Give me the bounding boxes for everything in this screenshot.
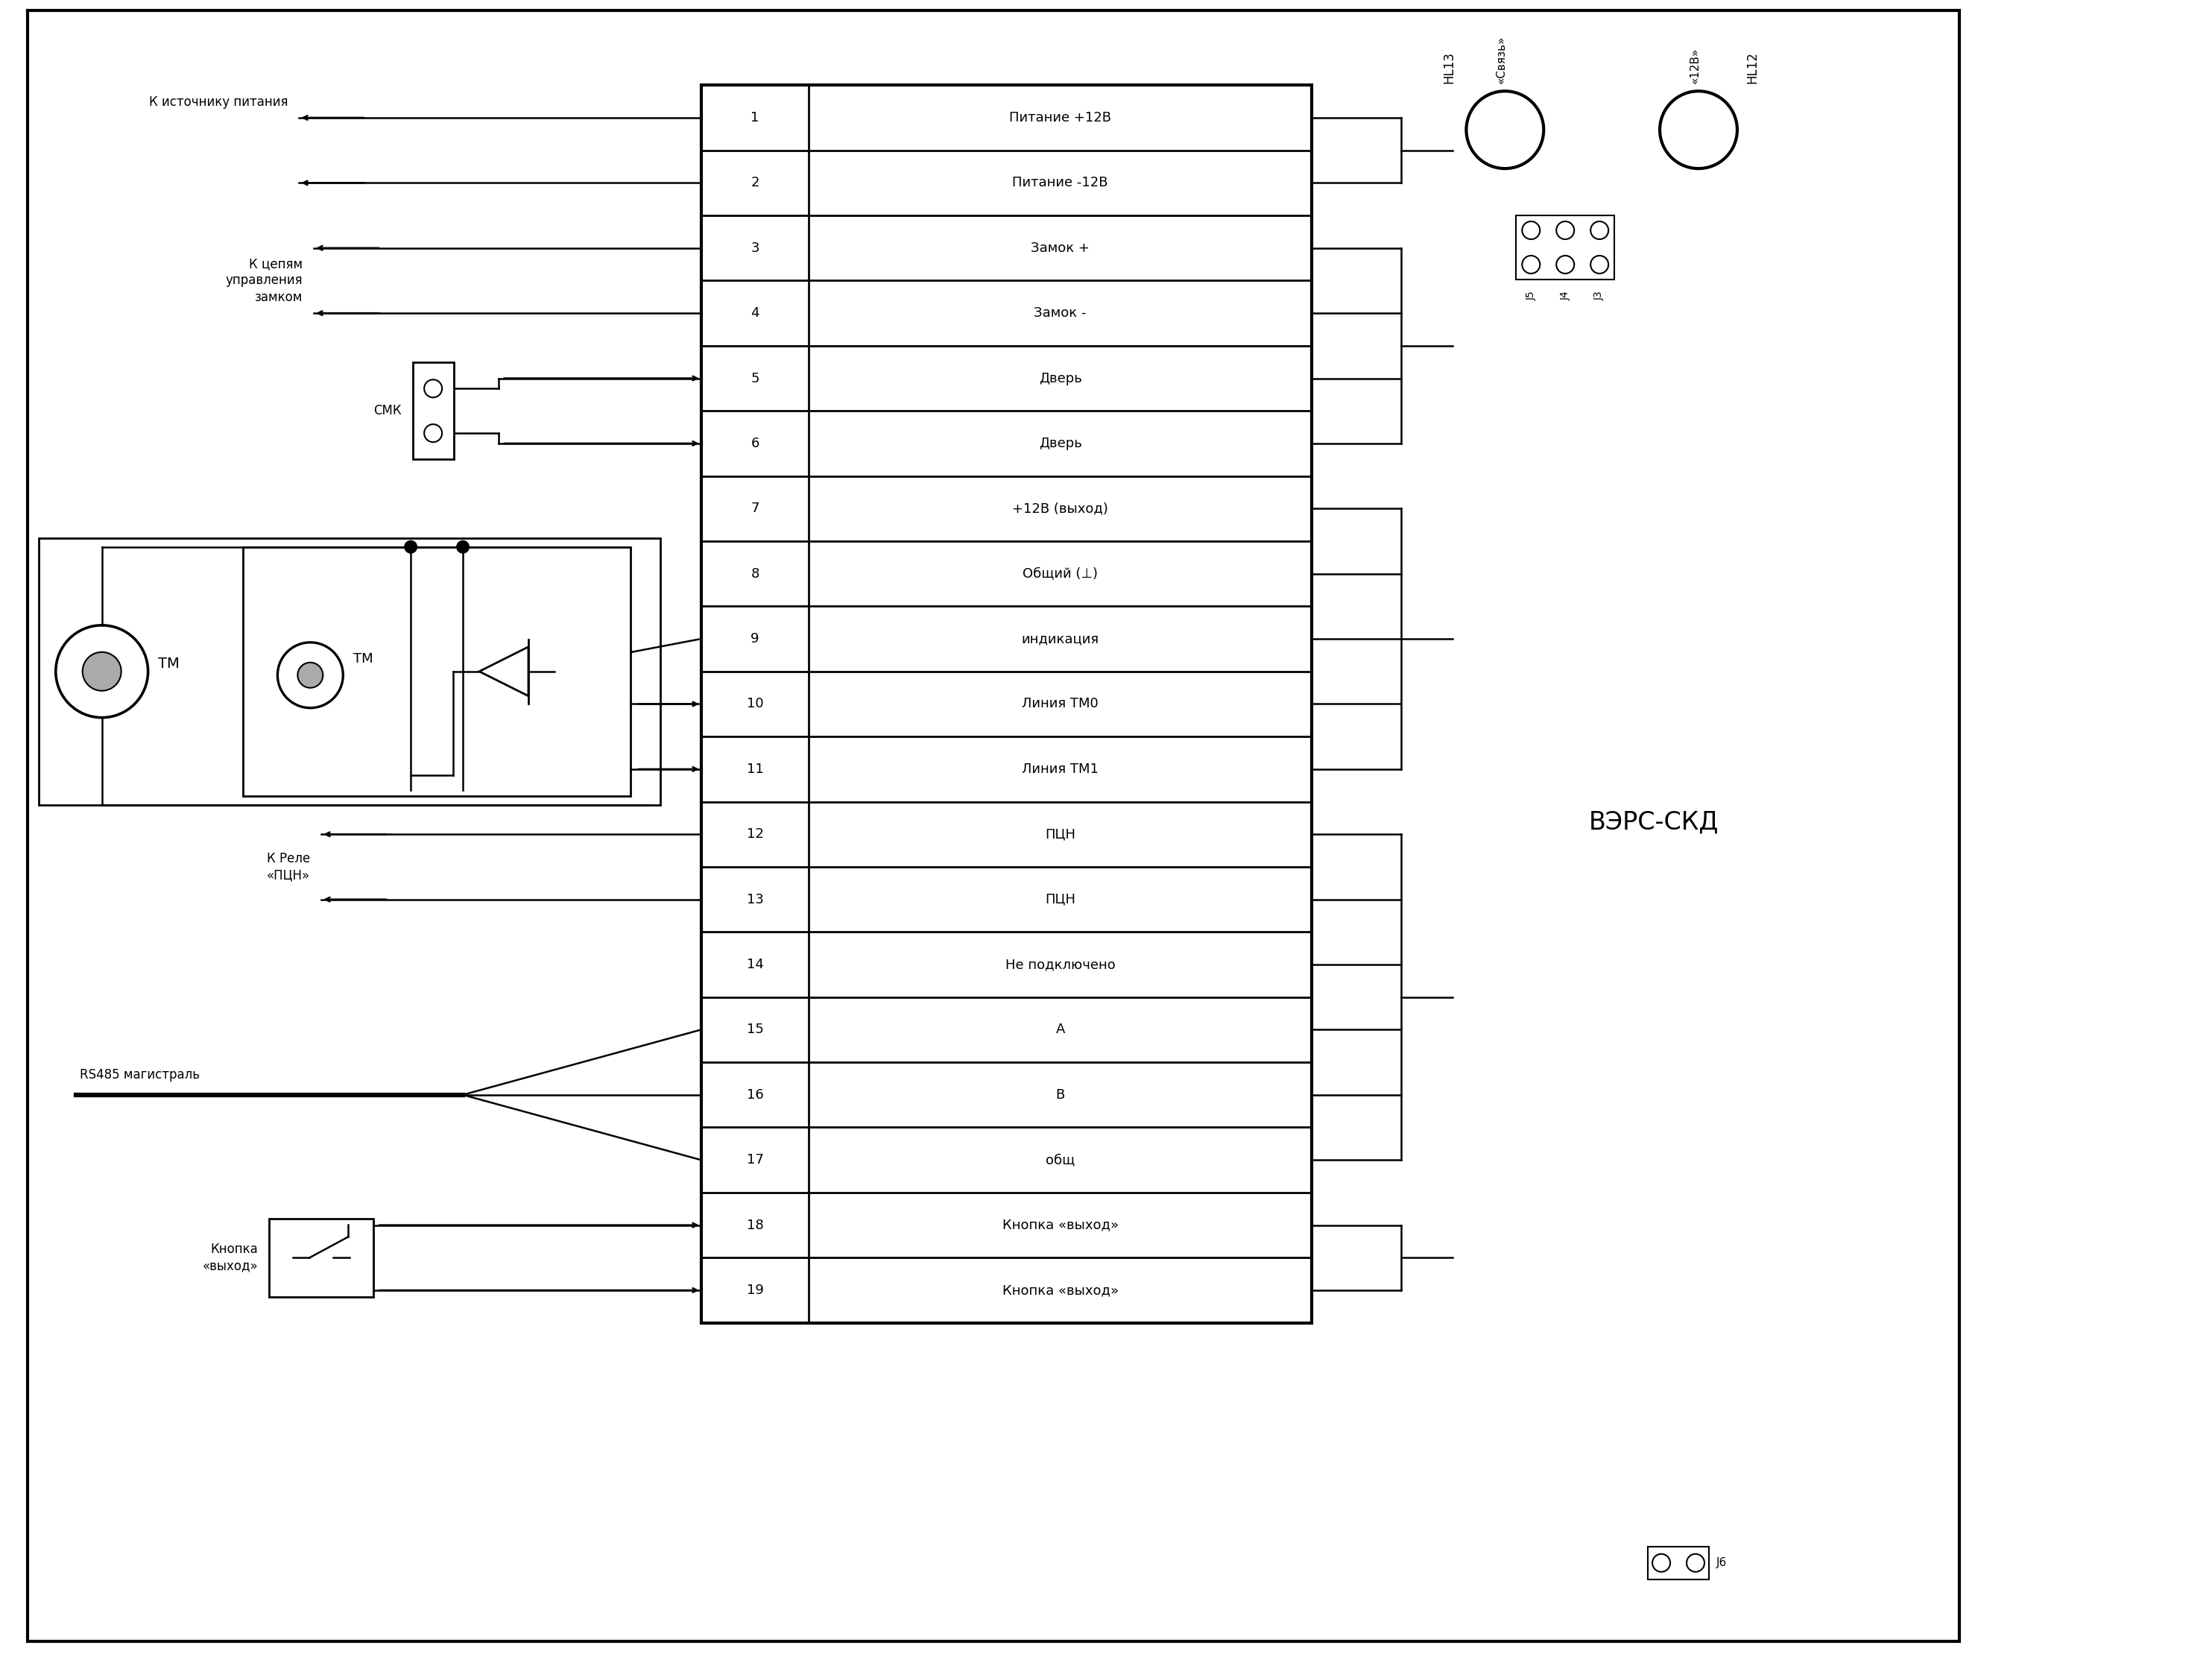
Text: индикация: индикация	[1022, 631, 1099, 646]
Text: А: А	[1055, 1022, 1064, 1036]
Bar	[701, 85, 1312, 1322]
Bar	[1648, 1546, 1710, 1579]
Text: Кнопка
«выход»: Кнопка «выход»	[204, 1243, 259, 1273]
Text: 17: 17	[745, 1153, 763, 1167]
Text: Кнопка «выход»: Кнопка «выход»	[1002, 1218, 1119, 1231]
Text: Питание +12В: Питание +12В	[1009, 111, 1110, 124]
Bar	[1515, 215, 1615, 280]
Text: 10: 10	[748, 698, 763, 711]
Text: 2: 2	[750, 176, 759, 189]
Text: RS485 магистраль: RS485 магистраль	[80, 1069, 199, 1082]
Text: Линия ТМ1: Линия ТМ1	[1022, 762, 1099, 775]
Text: 4: 4	[750, 307, 759, 320]
Text: ТМ: ТМ	[157, 656, 179, 671]
Text: К источнику питания: К источнику питания	[148, 96, 288, 109]
Text: 7: 7	[750, 502, 759, 515]
Text: 14: 14	[745, 958, 763, 971]
Text: В: В	[1055, 1089, 1064, 1102]
Text: J3: J3	[1595, 290, 1604, 300]
Text: К Реле
«ПЦН»: К Реле «ПЦН»	[268, 852, 310, 882]
Text: 13: 13	[745, 893, 763, 906]
Text: ПЦН: ПЦН	[1044, 893, 1075, 906]
Text: 16: 16	[748, 1089, 763, 1102]
Text: общ: общ	[1046, 1153, 1075, 1167]
Text: Дверь: Дверь	[1040, 437, 1082, 451]
Text: ПЦН: ПЦН	[1044, 827, 1075, 842]
Text: 5: 5	[750, 371, 759, 384]
Circle shape	[299, 663, 323, 688]
Circle shape	[456, 540, 469, 553]
Text: 8: 8	[750, 567, 759, 580]
Bar	[270, 1218, 374, 1297]
Text: Питание -12В: Питание -12В	[1013, 176, 1108, 189]
Text: J5: J5	[1526, 290, 1537, 300]
Text: Не подключено: Не подключено	[1004, 958, 1115, 971]
Text: 19: 19	[745, 1284, 763, 1297]
Text: 15: 15	[745, 1022, 763, 1036]
Text: К цепям
управления
замком: К цепям управления замком	[226, 257, 303, 303]
Bar	[243, 547, 630, 795]
Text: Линия ТМ0: Линия ТМ0	[1022, 698, 1099, 711]
Text: Замок -: Замок -	[1033, 307, 1086, 320]
Text: 6: 6	[750, 437, 759, 451]
Text: 11: 11	[748, 762, 763, 775]
Text: «Связь»: «Связь»	[1495, 36, 1506, 83]
Text: СМК: СМК	[374, 404, 400, 418]
Text: Дверь: Дверь	[1040, 371, 1082, 384]
Circle shape	[82, 653, 122, 691]
Text: 18: 18	[748, 1218, 763, 1231]
Text: 1: 1	[750, 111, 759, 124]
Text: HL13: HL13	[1442, 51, 1455, 83]
Text: Общий (⊥): Общий (⊥)	[1022, 567, 1097, 580]
Circle shape	[405, 540, 418, 553]
Text: 12: 12	[745, 827, 763, 842]
Text: ТМ: ТМ	[354, 653, 374, 666]
Text: 9: 9	[750, 631, 759, 646]
Text: HL12: HL12	[1745, 51, 1759, 83]
Text: J6: J6	[1717, 1558, 1728, 1569]
Text: 3: 3	[750, 242, 759, 255]
Bar	[27, 10, 1960, 1640]
Bar	[38, 539, 659, 805]
Text: Кнопка «выход»: Кнопка «выход»	[1002, 1284, 1119, 1297]
Text: +12В (выход): +12В (выход)	[1013, 502, 1108, 515]
Text: J4: J4	[1559, 290, 1571, 300]
Bar	[414, 363, 453, 459]
Text: «12В»: «12В»	[1690, 48, 1701, 83]
Text: Замок +: Замок +	[1031, 242, 1091, 255]
Text: ВЭРС-СКД: ВЭРС-СКД	[1588, 810, 1719, 835]
